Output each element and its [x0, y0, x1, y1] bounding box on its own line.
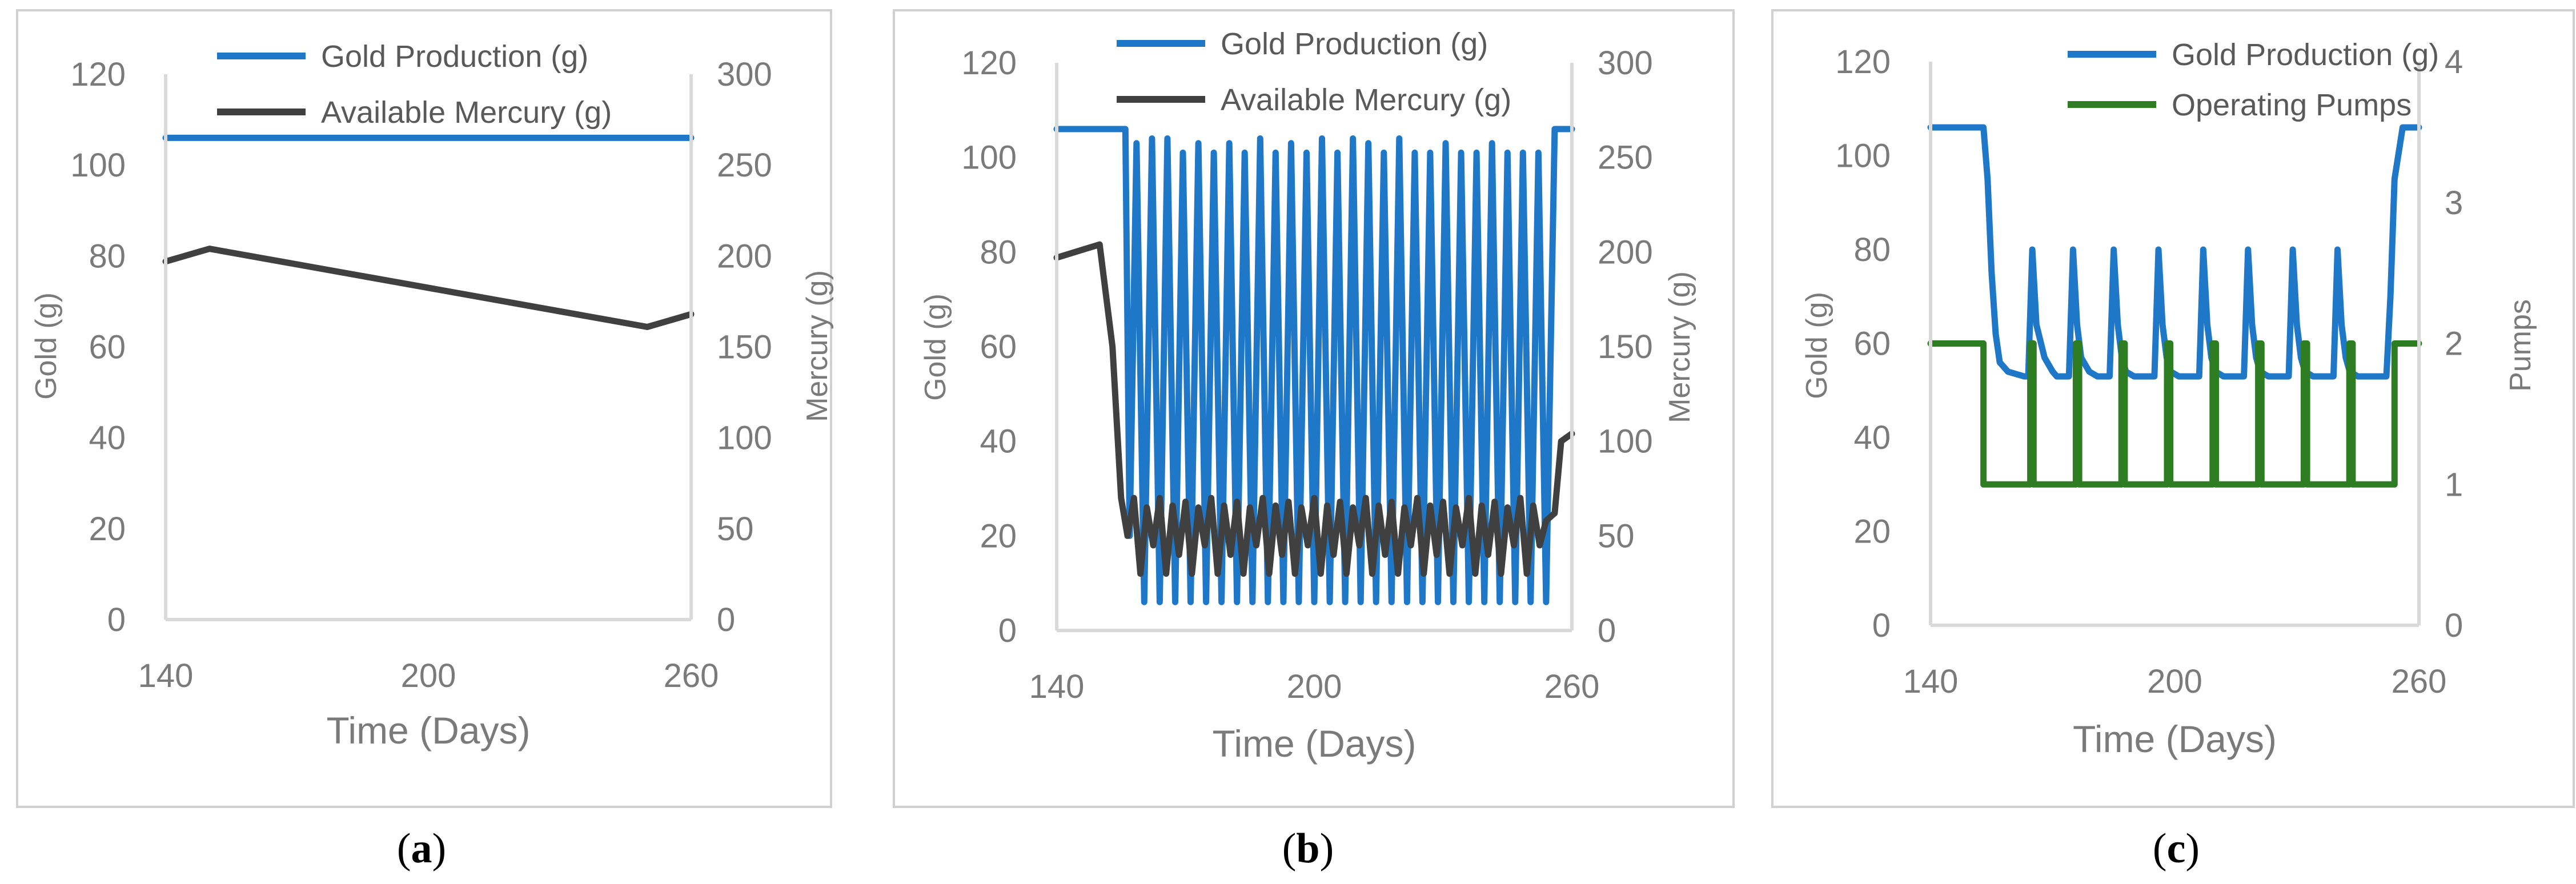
- y-left-tick-label: 80: [1853, 231, 1891, 268]
- series-line-available-mercury-g: [162, 246, 695, 330]
- y-right-tick-label: 4: [2445, 43, 2463, 81]
- y-left-tick-label: 60: [980, 328, 1017, 365]
- y-right-axis-title: Mercury (g): [1663, 271, 1696, 423]
- y-right-tick-label: 2: [2445, 326, 2463, 363]
- y-left-axis-title: Gold (g): [919, 294, 952, 401]
- y-left-tick-label: 100: [1835, 138, 1891, 175]
- y-right-tick-label: 300: [717, 56, 772, 93]
- series-line-gold-production-g: [1927, 124, 2422, 380]
- y-right-tick-label: 150: [1598, 328, 1653, 365]
- y-right-axis-title: Mercury (g): [801, 270, 834, 422]
- legend-label: Available Mercury (g): [321, 95, 612, 130]
- y-right-tick-label: 3: [2445, 184, 2463, 222]
- x-axis-title: Time (Days): [1213, 722, 1417, 765]
- y-left-tick-label: 120: [961, 45, 1017, 82]
- y-left-tick-label: 0: [107, 601, 126, 638]
- y-left-tick-label: 120: [70, 56, 126, 93]
- y-left-axis-title: Gold (g): [1800, 292, 1833, 399]
- y-left-tick-label: 0: [998, 612, 1017, 649]
- y-left-tick-label: 20: [980, 517, 1017, 554]
- y-right-tick-label: 50: [1598, 517, 1635, 554]
- y-right-tick-label: 50: [717, 511, 754, 548]
- y-right-axis-title: Pumps: [2504, 299, 2537, 392]
- y-left-tick-label: 120: [1835, 43, 1891, 81]
- y-right-tick-label: 0: [2445, 607, 2463, 644]
- y-right-tick-label: 100: [717, 420, 772, 457]
- chart-panel-c: 0 20 40 60 80 100 120 0 1 2 3 4 140 200 260 Gold (g) Pum…: [1771, 9, 2575, 872]
- x-tick-label: 260: [664, 657, 719, 694]
- y-left-tick-label: 60: [1853, 326, 1891, 363]
- x-tick-label: 140: [138, 657, 194, 694]
- y-right-tick-label: 1: [2445, 466, 2463, 503]
- panel-caption: (c): [2153, 825, 2200, 872]
- legend-label: Available Mercury (g): [1221, 83, 1511, 117]
- x-tick-label: 140: [1029, 668, 1085, 705]
- legend-label: Operating Pumps: [2172, 88, 2412, 122]
- y-left-tick-label: 40: [1853, 419, 1891, 456]
- y-left-tick-label: 40: [89, 420, 126, 457]
- legend-label: Gold Production (g): [1221, 27, 1488, 61]
- y-left-tick-label: 80: [89, 238, 126, 275]
- y-left-tick-label: 80: [980, 234, 1017, 271]
- y-right-tick-label: 250: [717, 147, 772, 184]
- y-left-tick-label: 100: [70, 147, 126, 184]
- y-left-tick-label: 40: [980, 423, 1017, 460]
- x-tick-label: 260: [1544, 668, 1600, 705]
- legend-label: Gold Production (g): [2172, 38, 2439, 72]
- legend-label: Gold Production (g): [321, 39, 588, 74]
- x-axis-title: Time (Days): [2073, 718, 2277, 760]
- series-line-available-mercury-g: [1053, 241, 1575, 577]
- y-left-axis-title: Gold (g): [30, 292, 63, 400]
- y-right-tick-label: 200: [1598, 234, 1653, 271]
- y-left-tick-label: 0: [1872, 607, 1891, 644]
- y-right-tick-label: 100: [1598, 423, 1653, 460]
- y-left-tick-label: 100: [961, 139, 1017, 176]
- series-line-gold-production-g: [1053, 126, 1575, 605]
- chart-panel-b: 0 20 40 60 80 100 120 0 50 100 150 200 250 300 140 200 2…: [893, 9, 1735, 872]
- y-right-tick-label: 0: [1598, 612, 1616, 649]
- y-right-tick-label: 0: [717, 601, 735, 638]
- x-tick-label: 200: [1287, 668, 1342, 705]
- x-tick-label: 260: [2392, 663, 2447, 700]
- y-left-tick-label: 20: [1853, 513, 1891, 551]
- series-line-operating-pumps: [1927, 340, 2422, 488]
- x-tick-label: 200: [2147, 663, 2202, 700]
- x-tick-label: 140: [1903, 663, 1959, 700]
- y-right-tick-label: 150: [717, 329, 772, 366]
- y-left-tick-label: 60: [89, 329, 126, 366]
- y-right-tick-label: 200: [717, 238, 772, 275]
- x-axis-title: Time (Days): [327, 709, 531, 752]
- y-left-tick-label: 20: [89, 511, 126, 548]
- panel-caption: (a): [397, 825, 446, 872]
- panel-caption: (b): [1282, 825, 1334, 872]
- y-right-tick-label: 300: [1598, 45, 1653, 82]
- x-tick-label: 200: [401, 657, 456, 694]
- panel-frame: [16, 9, 832, 808]
- y-right-tick-label: 250: [1598, 139, 1653, 176]
- chart-panel-a: 0 20 40 60 80 100 120 0 50 100 150 200 250 300 140 200 2…: [16, 9, 834, 872]
